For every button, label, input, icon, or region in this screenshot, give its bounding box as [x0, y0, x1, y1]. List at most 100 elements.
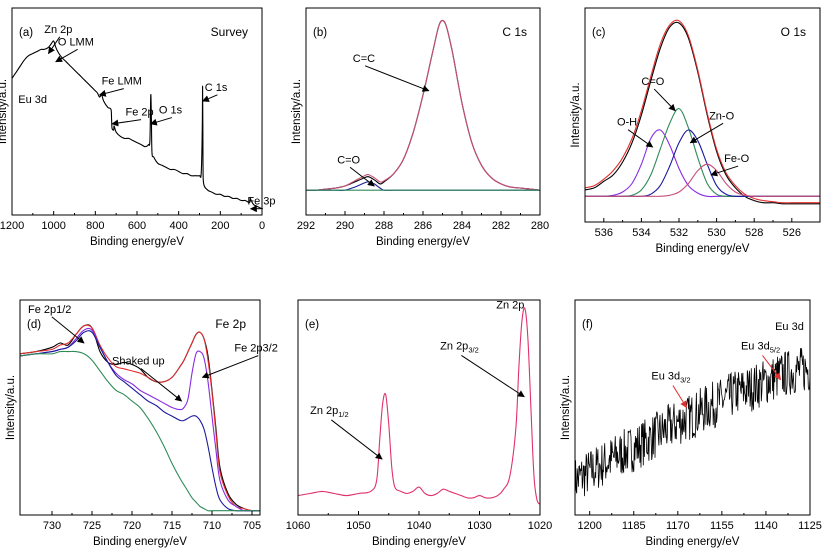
annotation-text: C=C	[353, 53, 375, 65]
annotation-text: Eu 3d	[651, 371, 680, 383]
panel-b: 292 290 288 286 284 282 280 Binding energy/eV In…	[291, 7, 549, 248]
annotation-subscript: 3/2	[468, 345, 478, 354]
annotation-text: Shaked up	[112, 356, 165, 368]
x-tick-label: 1185	[622, 520, 646, 532]
x-tick-label: 1200	[0, 220, 24, 232]
x-tick-label: 200	[211, 220, 229, 232]
annotation-text: Fe 3p	[247, 196, 275, 208]
annotation-text: Zn 2p	[496, 300, 524, 312]
annotation-text: Fe 2p1/2	[28, 304, 71, 316]
annotation-arrow	[653, 88, 676, 112]
x-tick-label: 526	[783, 227, 801, 239]
plot-frame-c	[584, 7, 821, 223]
x-tick-label: 292	[297, 220, 315, 232]
x-tick-label: 0	[259, 220, 265, 232]
x-axis-label: Binding energy/eV	[656, 243, 750, 255]
annotation-arrow	[672, 385, 688, 409]
annotation-arrow	[331, 419, 383, 460]
x-axis-label: Binding energy/eV	[372, 536, 466, 548]
panel-title: Survey	[211, 25, 248, 39]
peak-annotation: Eu 3d3/2	[651, 371, 690, 385]
x-tick-label: 290	[336, 220, 354, 232]
x-tick-label: 1050	[346, 520, 370, 532]
x-tick-label: 1020	[528, 520, 552, 532]
annotation-text: Zn 2p	[440, 340, 468, 352]
y-axis-label: Intensity/a.u.	[570, 82, 582, 147]
annotation-arrow	[111, 119, 142, 127]
annotation-arrow	[98, 88, 124, 97]
peak-annotation: Zn 2p3/2	[440, 340, 479, 354]
x-tick-label: 288	[375, 220, 393, 232]
annotation-subscript: 1/2	[338, 410, 348, 419]
annotation-arrow	[201, 94, 218, 102]
series-line-d-4	[19, 350, 260, 512]
peak-annotation: Fe 2p1/2	[28, 304, 71, 316]
series-line-b-1	[305, 19, 541, 191]
annotation-arrow	[710, 165, 739, 177]
peak-annotation: Fe LMM	[102, 76, 142, 88]
x-axis-label: Binding energy/eV	[646, 536, 740, 548]
panel-label: (f)	[582, 319, 593, 331]
x-tick-label: 730	[43, 520, 61, 532]
series-line-d-3	[19, 330, 260, 512]
series-line-c-0	[584, 21, 820, 205]
annotation-arrow	[149, 117, 173, 126]
peak-annotation: C 1s	[205, 82, 228, 94]
peak-annotation: Fe 2p	[126, 107, 154, 119]
annotation-arrow	[48, 36, 61, 55]
x-tick-label: 284	[453, 220, 471, 232]
plot-frame-f	[574, 299, 811, 516]
annotation-text: Fe-O	[724, 153, 750, 165]
panel-label: (c)	[592, 27, 606, 39]
annotation-text: Zn 2p	[310, 405, 338, 417]
x-tick-label: 1170	[666, 520, 690, 532]
panel-title: C 1s	[502, 25, 527, 39]
x-tick-label: 710	[203, 520, 221, 532]
annotation-arrow	[461, 355, 525, 398]
annotation-arrow	[201, 355, 259, 379]
x-tick-label: 530	[707, 227, 725, 239]
x-axis-label: Binding energy/eV	[376, 236, 470, 248]
peak-annotation: Shaked up	[112, 356, 165, 368]
panel-a: 1200 1000 800 600 400 200 0 Binding energy/eV In…	[0, 7, 276, 248]
series-line-c-2	[585, 129, 820, 198]
annotation-text: C=O	[641, 76, 664, 88]
series-line-c-4	[585, 129, 820, 198]
y-axis-label: Intensity/a.u.	[0, 79, 9, 144]
peak-annotation: O 1s	[159, 105, 183, 117]
x-axis-label: Binding energy/eV	[93, 536, 187, 548]
panel-f: 1200 1185 1170 1155 1140 1125 Binding energy/e…	[560, 299, 822, 548]
x-tick-label: 720	[123, 520, 141, 532]
series-line-f-0	[574, 348, 811, 505]
annotation-arrow	[140, 368, 183, 402]
series-line-e-0	[297, 307, 541, 505]
annotation-arrow	[627, 129, 654, 148]
annotation-text: O 1s	[159, 105, 183, 117]
x-tick-label: 1200	[577, 520, 601, 532]
x-tick-label: 800	[86, 220, 104, 232]
series-line-d-1	[19, 324, 261, 512]
x-tick-label: 280	[531, 220, 549, 232]
x-tick-label: 600	[128, 220, 146, 232]
annotation-text: Fe 2p	[126, 107, 154, 119]
panel-title: O 1s	[781, 25, 806, 39]
x-tick-label: 528	[745, 227, 763, 239]
annotation-arrow	[51, 316, 85, 344]
panel-label: (d)	[27, 319, 41, 331]
plot-frame-b	[305, 7, 541, 216]
annotation-arrow	[762, 355, 782, 381]
peak-annotation: C=O	[337, 154, 360, 166]
panel-c: 536 534 532 530 528 526 Binding energy/eV Inten…	[570, 7, 821, 255]
x-tick-label: 725	[83, 520, 101, 532]
x-tick-label: 1140	[754, 520, 778, 532]
x-tick-label: 705	[243, 520, 261, 532]
annotation-text: C 1s	[205, 82, 228, 94]
peak-annotation: Fe 2p3/2	[234, 343, 277, 355]
annotation-text: Eu 3d	[775, 321, 804, 333]
annotation-subscript: 5/2	[770, 345, 780, 354]
peak-annotation: Fe-O	[724, 153, 750, 165]
annotation-text: O LMM	[58, 36, 94, 48]
x-tick-label: 715	[163, 520, 181, 532]
x-tick-label: 532	[670, 227, 688, 239]
